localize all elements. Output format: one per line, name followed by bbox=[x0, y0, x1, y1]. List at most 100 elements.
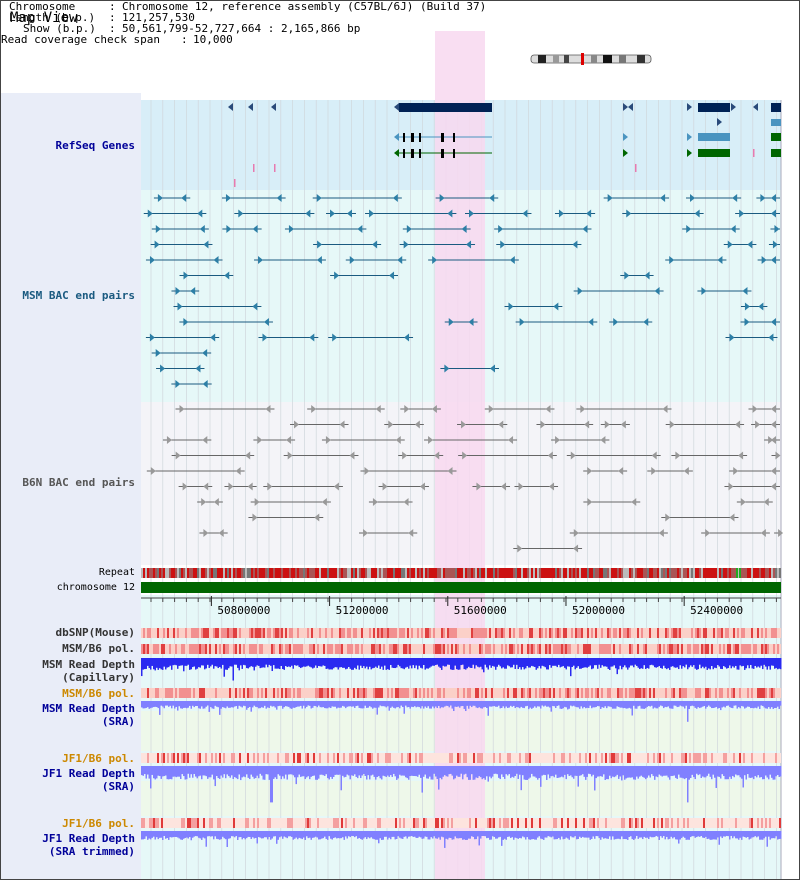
depth-bar bbox=[748, 701, 750, 707]
depth-bar bbox=[154, 658, 156, 671]
msm-bac-end-pairs-track[interactable] bbox=[143, 194, 780, 388]
heat-cell bbox=[605, 628, 607, 638]
heat-cell bbox=[201, 628, 203, 638]
depth-bar bbox=[532, 658, 534, 667]
chromosome-value: Chromosome 12, reference assembly (C57BL… bbox=[122, 0, 487, 13]
depth-bar bbox=[709, 658, 711, 670]
heat-cell bbox=[413, 818, 415, 828]
depth-bar bbox=[481, 658, 483, 670]
depth-bar bbox=[408, 831, 410, 837]
heat-cell bbox=[457, 818, 459, 828]
heat-cell bbox=[447, 688, 449, 698]
depth-bar bbox=[313, 701, 315, 706]
heat-cell bbox=[599, 644, 601, 654]
heat-cell bbox=[167, 628, 169, 638]
heat-cell bbox=[291, 753, 293, 763]
depth-bar bbox=[424, 766, 426, 775]
heat-cell bbox=[201, 644, 203, 654]
heat-cell bbox=[713, 753, 715, 763]
heat-cell bbox=[371, 688, 373, 698]
strand-arrow bbox=[224, 271, 230, 280]
depth-bar bbox=[663, 701, 665, 709]
repeat-bar bbox=[365, 568, 367, 578]
depth-bar bbox=[367, 701, 369, 708]
depth-bar bbox=[223, 701, 225, 708]
depth-bar bbox=[298, 701, 300, 707]
repeat-bar bbox=[651, 568, 653, 578]
b6n-bac-end-pairs-track[interactable] bbox=[146, 405, 784, 553]
heat-cell bbox=[389, 688, 391, 698]
strand-arrow bbox=[199, 225, 205, 233]
depth-bar bbox=[157, 831, 159, 840]
strand-arrow bbox=[213, 498, 219, 506]
heat-cell bbox=[275, 818, 277, 828]
repeat-bar bbox=[473, 568, 475, 578]
depth-bar bbox=[609, 658, 611, 670]
refseq-genes-track[interactable] bbox=[228, 103, 781, 187]
heat-cell bbox=[435, 688, 437, 698]
repeat-bar bbox=[337, 568, 339, 578]
heat-cell bbox=[679, 688, 681, 698]
heat-cell bbox=[749, 753, 751, 763]
depth-bar bbox=[432, 701, 434, 707]
heat-cell bbox=[261, 644, 263, 654]
depth-bar bbox=[531, 658, 533, 666]
depth-bar bbox=[301, 831, 303, 840]
heat-cell bbox=[529, 818, 531, 828]
depth-bar bbox=[418, 658, 420, 666]
depth-bar bbox=[729, 831, 731, 840]
depth-bar bbox=[295, 766, 297, 785]
depth-bar bbox=[688, 831, 690, 840]
heat-cell bbox=[279, 688, 281, 698]
depth-bar bbox=[345, 831, 347, 837]
depth-bar bbox=[469, 701, 471, 706]
depth-bar bbox=[435, 766, 437, 777]
refseq-genes-label[interactable]: RefSeq Genes bbox=[55, 139, 135, 152]
heat-cell bbox=[645, 644, 647, 654]
depth-bar bbox=[666, 831, 668, 837]
heat-cell bbox=[437, 818, 439, 828]
depth-bar bbox=[531, 831, 533, 840]
heat-cell bbox=[637, 753, 639, 763]
heat-cell bbox=[375, 818, 377, 828]
depth-bar bbox=[507, 766, 509, 776]
heat-cell bbox=[725, 753, 727, 763]
heat-cell bbox=[175, 628, 177, 638]
strand-arrow bbox=[439, 194, 445, 202]
gene-block bbox=[698, 149, 730, 157]
repeat-bar bbox=[517, 568, 519, 578]
heat-cell bbox=[331, 688, 333, 698]
depth-bar bbox=[631, 701, 633, 716]
heat-cell bbox=[251, 688, 253, 698]
heat-cell bbox=[433, 688, 435, 698]
heat-cell bbox=[629, 644, 631, 654]
depth-bar bbox=[739, 658, 741, 666]
heat-cell bbox=[691, 644, 693, 654]
heat-cell bbox=[323, 628, 325, 638]
depth-bar bbox=[582, 658, 584, 668]
heat-cell bbox=[779, 818, 781, 828]
heat-cell bbox=[515, 644, 517, 654]
heat-cell bbox=[569, 688, 571, 698]
depth-bar bbox=[576, 766, 578, 776]
depth-bar bbox=[285, 831, 287, 838]
depth-bar bbox=[457, 766, 459, 777]
heat-cell bbox=[383, 818, 385, 828]
heat-cell bbox=[227, 818, 229, 828]
depth-bar bbox=[373, 766, 375, 777]
depth-bar bbox=[228, 766, 230, 777]
b6n-bac-end-pairs-label[interactable]: B6N BAC end pairs bbox=[22, 476, 135, 489]
depth-bar bbox=[552, 701, 554, 706]
repeat-bar bbox=[513, 568, 515, 578]
depth-bar bbox=[580, 831, 582, 838]
depth-bar bbox=[349, 831, 351, 838]
gene-block bbox=[771, 119, 781, 126]
depth-bar bbox=[211, 701, 213, 709]
heat-cell bbox=[335, 753, 337, 763]
heat-cell bbox=[541, 753, 543, 763]
strand-arrow bbox=[428, 436, 434, 444]
depth-bar bbox=[174, 831, 176, 837]
msm-bac-end-pairs-label[interactable]: MSM BAC end pairs bbox=[22, 289, 135, 302]
chromosome-ideogram[interactable] bbox=[530, 53, 652, 65]
